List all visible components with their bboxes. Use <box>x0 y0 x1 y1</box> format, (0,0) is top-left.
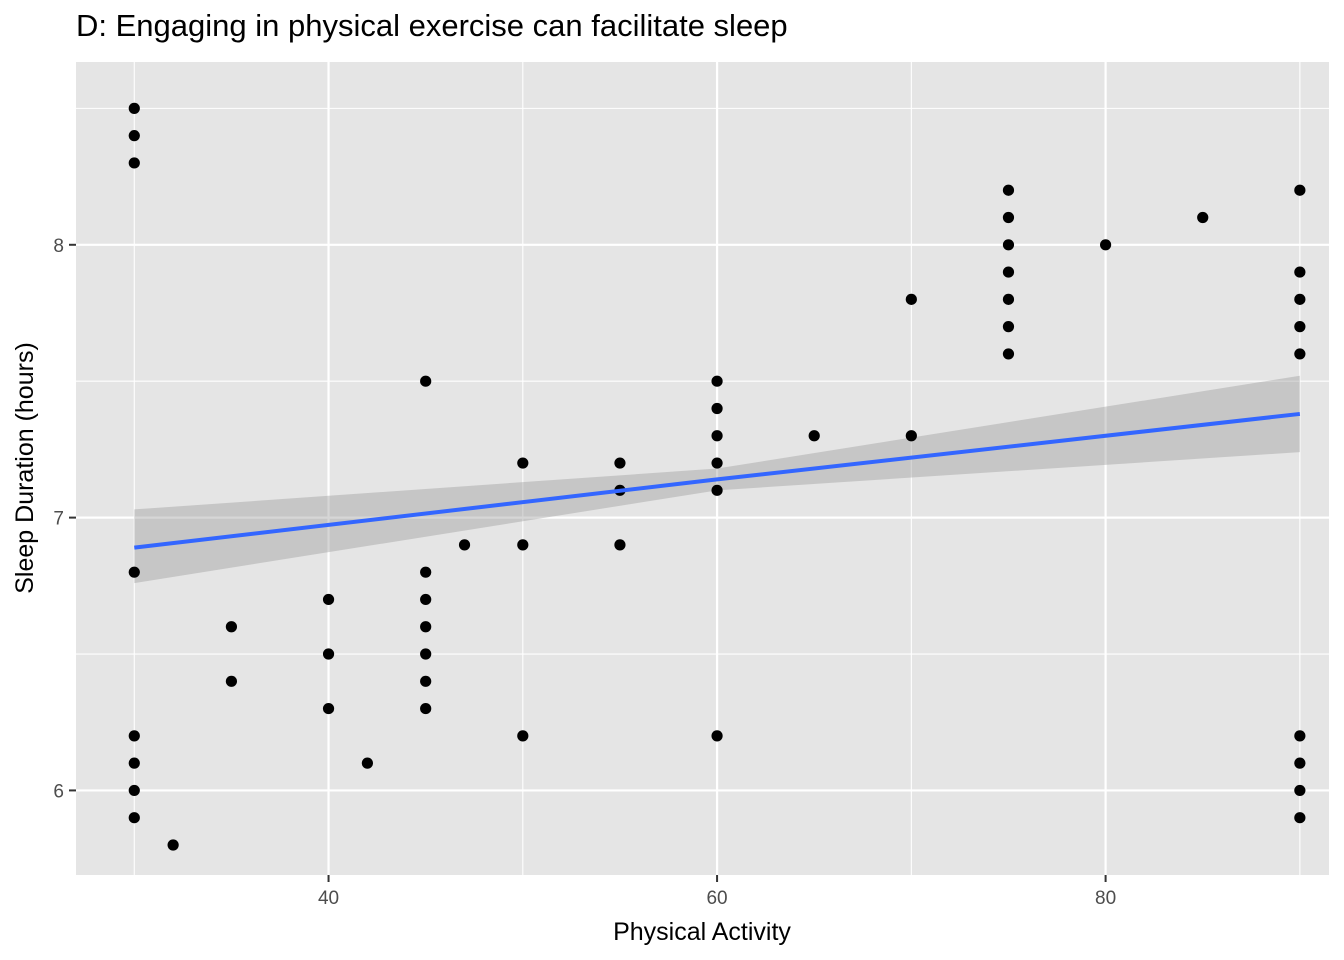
data-point <box>1294 812 1306 824</box>
data-point <box>128 812 140 824</box>
points-layer <box>128 102 1306 851</box>
data-point <box>1294 730 1306 742</box>
data-point <box>322 593 335 606</box>
data-point <box>1294 757 1306 769</box>
data-point <box>128 566 140 578</box>
data-point <box>517 539 529 551</box>
data-point <box>225 621 238 633</box>
grid-major <box>76 62 1329 875</box>
data-point <box>420 675 432 687</box>
fit-line-layer <box>134 411 1301 550</box>
data-point <box>1294 293 1306 305</box>
data-point <box>1002 266 1015 278</box>
data-point <box>614 457 626 469</box>
axis-layer: 40 60 80 6 7 8 <box>53 236 1116 909</box>
data-point <box>128 102 140 114</box>
data-point <box>420 702 432 715</box>
x-tick-label: 40 <box>318 888 339 909</box>
fit-line <box>134 411 1301 550</box>
data-point <box>322 648 335 660</box>
data-point <box>128 130 140 142</box>
data-point <box>225 675 238 687</box>
y-axis-title: Sleep Duration (hours) <box>11 342 39 594</box>
data-point <box>1294 184 1306 196</box>
data-point <box>905 293 917 305</box>
data-point <box>420 375 432 387</box>
data-point <box>1002 184 1015 196</box>
data-point <box>517 457 529 469</box>
data-point <box>128 757 140 769</box>
y-tick-label: 8 <box>53 236 64 257</box>
data-point <box>711 402 723 415</box>
data-point <box>420 648 432 660</box>
data-point <box>458 539 471 551</box>
data-point <box>420 621 432 633</box>
data-point <box>711 457 723 469</box>
data-point <box>711 730 723 742</box>
data-point <box>128 157 140 169</box>
data-point <box>420 566 432 578</box>
data-point <box>1002 239 1015 251</box>
x-tick-label: 80 <box>1095 888 1116 909</box>
data-point <box>361 757 373 769</box>
y-tick-label: 6 <box>53 781 64 802</box>
data-point <box>1002 321 1015 333</box>
data-point <box>1294 348 1306 360</box>
data-point <box>128 784 140 797</box>
chart-title: D: Engaging in physical exercise can fac… <box>76 8 788 43</box>
data-point <box>711 484 723 496</box>
data-point <box>1197 211 1209 224</box>
data-point <box>1002 293 1015 305</box>
data-point <box>420 593 432 606</box>
data-point <box>1294 266 1306 278</box>
data-point <box>1099 239 1112 251</box>
data-point <box>1294 784 1306 797</box>
data-point <box>711 430 723 442</box>
x-axis-title: Physical Activity <box>613 918 791 946</box>
data-point <box>808 430 820 442</box>
data-point <box>1002 211 1015 224</box>
data-point <box>128 730 140 742</box>
data-point <box>711 375 723 387</box>
data-point <box>322 702 335 715</box>
data-point <box>614 539 626 551</box>
data-point <box>1294 321 1306 333</box>
plot-panel <box>76 62 1329 875</box>
data-point <box>1002 348 1015 360</box>
y-tick-label: 7 <box>53 509 64 530</box>
x-tick-label: 60 <box>706 888 727 909</box>
data-point <box>905 430 917 442</box>
data-point <box>167 839 179 851</box>
data-point <box>517 730 529 742</box>
